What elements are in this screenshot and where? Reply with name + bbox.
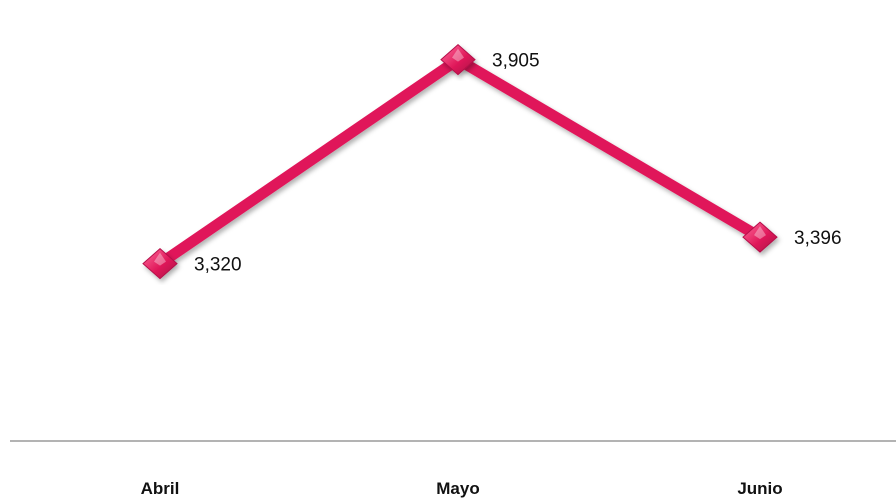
- series-layer: [142, 43, 778, 280]
- x-tick-label: Abril: [141, 479, 180, 498]
- data-label: 3,905: [492, 51, 540, 72]
- x-tick-label: Junio: [737, 479, 782, 498]
- series-line: [154, 54, 766, 270]
- data-label: 3,320: [194, 255, 242, 276]
- data-point-marker: [440, 43, 476, 76]
- data-point-marker: [742, 221, 778, 253]
- data-label: 3,396: [794, 228, 842, 249]
- x-axis-tick-labels: Abril Mayo Junio: [141, 479, 783, 498]
- data-point-marker: [142, 247, 178, 280]
- x-tick-label: Mayo: [436, 479, 479, 498]
- data-labels: 3,320 3,905 3,396: [194, 51, 842, 276]
